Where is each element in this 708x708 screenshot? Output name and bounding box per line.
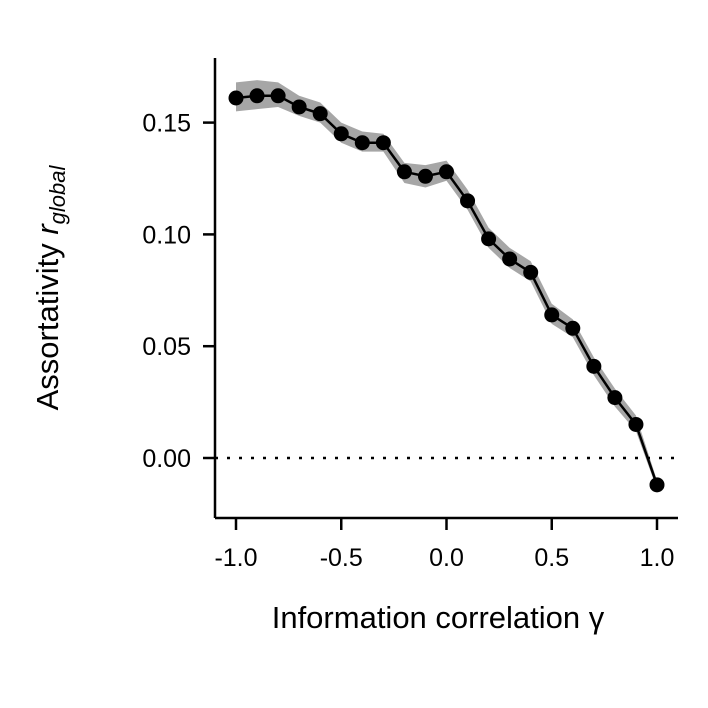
data-point: [312, 106, 328, 122]
data-point: [439, 164, 454, 180]
data-point: [375, 135, 391, 151]
x-tick-label: 1.0: [640, 544, 675, 572]
data-point: [523, 264, 539, 280]
data-point: [502, 251, 518, 267]
y-tick-label: 0.00: [142, 445, 191, 473]
y-tick-label: 0.15: [142, 110, 191, 138]
y-tick-label: 0.05: [142, 333, 191, 361]
confidence-band-layer: [236, 80, 657, 490]
data-point: [544, 307, 560, 323]
data-point: [270, 88, 286, 104]
y-axis-title: Assortativity rglobal: [30, 164, 70, 410]
data-point: [607, 390, 623, 406]
x-tick-label: -0.5: [320, 544, 363, 572]
data-point: [649, 477, 665, 493]
series-layer: [228, 88, 665, 493]
series-line: [235, 94, 659, 486]
data-point: [460, 193, 476, 209]
data-point: [628, 416, 644, 432]
x-tick-label: -1.0: [214, 544, 257, 572]
data-point: [396, 164, 412, 180]
data-point: [417, 168, 433, 184]
confidence-band: [236, 80, 657, 490]
ticks-layer: 0.00 0.05 0.10 0.15 -1.0 -0.5 0.0 0.5 1.0: [142, 110, 674, 572]
x-tick-label: 0.0: [429, 544, 464, 572]
data-point: [481, 231, 497, 247]
data-point: [586, 358, 602, 374]
x-axis-title: Information correlation γ: [272, 600, 605, 635]
data-point: [354, 135, 370, 151]
y-tick-label: 0.10: [142, 221, 191, 249]
data-point: [249, 88, 265, 104]
x-tick-label: 0.5: [534, 544, 569, 572]
data-point: [333, 126, 349, 142]
data-point: [228, 90, 244, 106]
data-point: [291, 99, 307, 115]
data-point: [565, 320, 581, 336]
